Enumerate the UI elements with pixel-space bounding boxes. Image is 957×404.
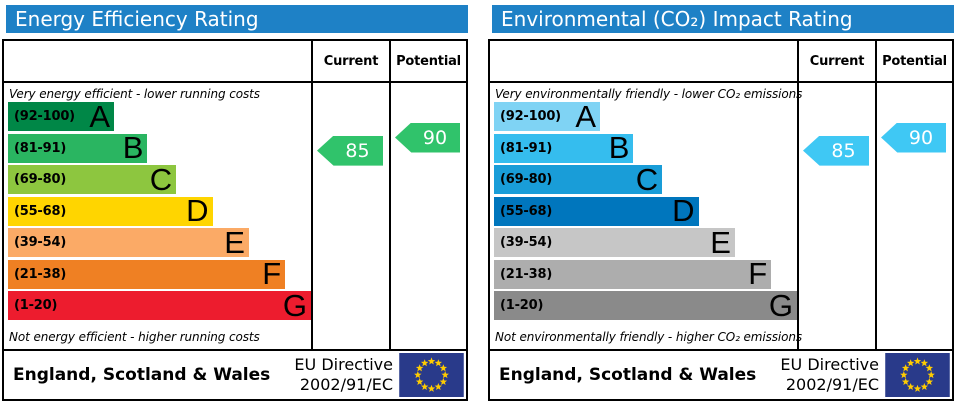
band-range-label: (39-54) xyxy=(14,235,67,250)
eu-directive-label: EU Directive 2002/91/EC xyxy=(294,355,393,394)
energy-rating-table: Current Potential Very energy efficient … xyxy=(2,39,468,401)
band-e: (39-54) E xyxy=(8,224,311,260)
band-range-label: (21-38) xyxy=(500,266,553,282)
current-column-header: Current xyxy=(311,41,389,83)
band-g: (1-20) G xyxy=(8,287,311,323)
potential-rating-arrow: 90 xyxy=(881,122,946,153)
band-letter: B xyxy=(608,129,630,165)
band-d: (55-68) D xyxy=(8,192,311,228)
band-range-label: (21-38) xyxy=(14,266,67,282)
band-bar-e: (39-54) E xyxy=(8,224,249,260)
band-bar-e: (39-54) E xyxy=(494,224,735,260)
band-bar-f: (21-38) F xyxy=(8,255,286,291)
potential-label: Potential xyxy=(882,53,947,69)
co2-impact-panel: Environmental (CO₂) Impact Rating Curren… xyxy=(488,5,954,401)
band-e: (39-54) E xyxy=(494,224,797,260)
band-range-label: (92-100) xyxy=(500,109,561,124)
region-label: England, Scotland & Wales xyxy=(499,365,757,385)
band-bar-d: (55-68) D xyxy=(494,192,699,228)
band-a: (92-100) A xyxy=(494,98,797,134)
current-rating-arrow: 85 xyxy=(803,135,869,166)
potential-value-cell: 90 xyxy=(389,83,466,349)
region-label: England, Scotland & Wales xyxy=(13,365,271,385)
co2-rating-table: Current Potential Very environmentally f… xyxy=(488,39,954,401)
band-range-label: (55-68) xyxy=(500,203,553,219)
band-bar-g: (1-20) G xyxy=(8,287,311,323)
potential-rating-arrow: 90 xyxy=(395,122,460,153)
potential-column-header: Potential xyxy=(389,41,466,83)
panel-footer: England, Scotland & Wales EU Directive 2… xyxy=(490,349,952,399)
energy-efficiency-panel: Energy Efficiency Rating Current Potenti… xyxy=(2,5,468,401)
band-f: (21-38) F xyxy=(8,255,311,291)
header-spacer xyxy=(490,41,797,83)
band-letter: E xyxy=(224,224,245,260)
bands: (92-100) A (81-91) B (69-80) C (55-68) D (39-54)… xyxy=(8,98,311,323)
band-bar-c: (69-80) C xyxy=(8,161,177,197)
top-note: Very energy efficient - lower running co… xyxy=(9,87,260,101)
current-rating-arrow: 85 xyxy=(317,135,383,166)
band-letter: D xyxy=(672,192,695,228)
band-letter: G xyxy=(282,287,307,323)
band-bar-b: (81-91) B xyxy=(494,129,634,165)
potential-label: Potential xyxy=(396,53,461,69)
band-a: (92-100) A xyxy=(8,98,311,134)
band-d: (55-68) D xyxy=(494,192,797,228)
band-c: (69-80) C xyxy=(8,161,311,197)
potential-column-header: Potential xyxy=(875,41,952,83)
energy-panel-title: Energy Efficiency Rating xyxy=(6,5,468,33)
band-c: (69-80) C xyxy=(494,161,797,197)
panel-footer: England, Scotland & Wales EU Directive 2… xyxy=(4,349,466,399)
band-range-label: (55-68) xyxy=(14,203,67,219)
band-range-label: (92-100) xyxy=(14,109,75,124)
band-letter: F xyxy=(262,255,282,291)
band-range-label: (69-80) xyxy=(500,172,553,187)
current-value-cell: 85 xyxy=(311,83,389,349)
band-range-label: (39-54) xyxy=(500,235,553,250)
band-bar-b: (81-91) B xyxy=(8,129,148,165)
eu-flag-icon xyxy=(885,353,950,397)
band-range-label: (1-20) xyxy=(500,298,544,313)
band-bar-g: (1-20) G xyxy=(494,287,797,323)
band-bar-f: (21-38) F xyxy=(494,255,772,291)
band-letter: C xyxy=(635,161,659,197)
band-bar-a: (92-100) A xyxy=(494,98,601,134)
current-label: Current xyxy=(809,53,865,69)
eu-directive-label: EU Directive 2002/91/EC xyxy=(780,355,879,394)
band-f: (21-38) F xyxy=(494,255,797,291)
band-letter: A xyxy=(89,98,111,134)
band-b: (81-91) B xyxy=(8,129,311,165)
band-letter: G xyxy=(768,287,793,323)
top-note: Very environmentally friendly - lower CO… xyxy=(495,87,803,101)
band-range-label: (81-91) xyxy=(500,140,553,156)
bottom-note: Not environmentally friendly - higher CO… xyxy=(495,330,803,344)
band-letter: C xyxy=(149,161,173,197)
eu-flag-icon xyxy=(399,353,464,397)
current-label: Current xyxy=(323,53,379,69)
band-bar-d: (55-68) D xyxy=(8,192,213,228)
band-letter: E xyxy=(710,224,731,260)
band-letter: B xyxy=(122,129,144,165)
band-bar-a: (92-100) A xyxy=(8,98,115,134)
band-letter: A xyxy=(575,98,597,134)
current-value-cell: 85 xyxy=(797,83,875,349)
band-range-label: (69-80) xyxy=(14,172,67,187)
band-g: (1-20) G xyxy=(494,287,797,323)
potential-value-cell: 90 xyxy=(875,83,952,349)
band-b: (81-91) B xyxy=(494,129,797,165)
current-column-header: Current xyxy=(797,41,875,83)
bottom-note: Not energy efficient - higher running co… xyxy=(9,330,260,344)
rating-scale-area: Very environmentally friendly - lower CO… xyxy=(490,83,802,349)
band-bar-c: (69-80) C xyxy=(494,161,663,197)
band-letter: F xyxy=(748,255,768,291)
band-range-label: (1-20) xyxy=(14,298,58,313)
header-spacer xyxy=(4,41,311,83)
bands: (92-100) A (81-91) B (69-80) C (55-68) D (39-54)… xyxy=(494,98,797,323)
band-letter: D xyxy=(186,192,209,228)
co2-panel-title: Environmental (CO₂) Impact Rating xyxy=(492,5,954,33)
band-range-label: (81-91) xyxy=(14,140,67,156)
rating-scale-area: Very energy efficient - lower running co… xyxy=(4,83,311,349)
